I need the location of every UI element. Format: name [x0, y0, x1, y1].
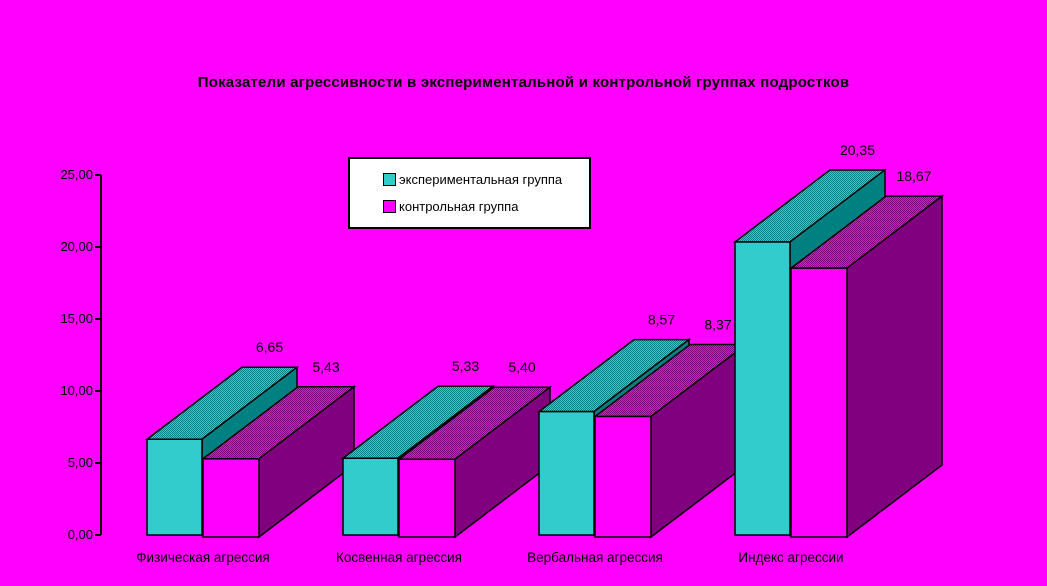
- bar-control-group4: [788, 194, 945, 539]
- x-category-label: Косвенная агрессия: [336, 550, 462, 565]
- bar-control-group3: [592, 342, 749, 539]
- value-label: 20,35: [840, 142, 875, 158]
- x-category-label: Физическая агрессия: [136, 550, 269, 565]
- value-label: 8,37: [704, 316, 731, 332]
- legend-item-experimental: экспериментальная группа: [383, 173, 589, 186]
- y-tick-label: 20,00: [60, 239, 93, 254]
- legend-label-experimental: экспериментальная группа: [399, 172, 563, 187]
- legend-swatch-control-icon: [383, 200, 396, 213]
- value-label: 5,40: [508, 359, 535, 375]
- x-category-label: Индекс агрессии: [738, 550, 843, 565]
- y-tick-label: 25,00: [60, 167, 93, 182]
- y-tick-label: 0,00: [68, 527, 93, 542]
- value-label: 8,57: [648, 312, 675, 328]
- bar-control-group2: [396, 385, 553, 539]
- bar-front-face: [398, 458, 456, 538]
- y-axis: [95, 174, 102, 536]
- bar-front-face: [734, 241, 791, 536]
- value-label: 18,67: [896, 168, 931, 184]
- legend-label-control: контрольная группа: [399, 199, 519, 214]
- bar-control-group1: [200, 385, 357, 539]
- x-category-label: Вербальная агрессия: [527, 550, 663, 565]
- y-tick-label: 5,00: [68, 455, 93, 470]
- legend: экспериментальная группа контрольная гру…: [348, 157, 591, 229]
- y-tick-label: 15,00: [60, 311, 93, 326]
- value-label: 5,33: [452, 358, 479, 374]
- y-axis-labels: 0,00 5,00 10,00 15,00 20,00 25,00: [60, 167, 93, 542]
- bar-front-face: [146, 438, 203, 536]
- y-tick-label: 10,00: [60, 383, 93, 398]
- bar-front-face: [202, 458, 260, 538]
- bar-front-face: [790, 267, 848, 538]
- chart-title: Показатели агрессивности в экспериментал…: [197, 74, 850, 91]
- bar-front-face: [342, 457, 399, 536]
- legend-item-control: контрольная группа: [383, 200, 589, 213]
- legend-swatch-experimental-icon: [383, 173, 396, 186]
- value-label: 5,43: [312, 359, 339, 375]
- bar-front-face: [538, 410, 595, 536]
- bar-front-face: [594, 415, 652, 538]
- value-labels: 6,65 5,43 Физическая агрессия 5,33 5,40 Косве…: [136, 142, 931, 565]
- value-label: 6,65: [256, 339, 283, 355]
